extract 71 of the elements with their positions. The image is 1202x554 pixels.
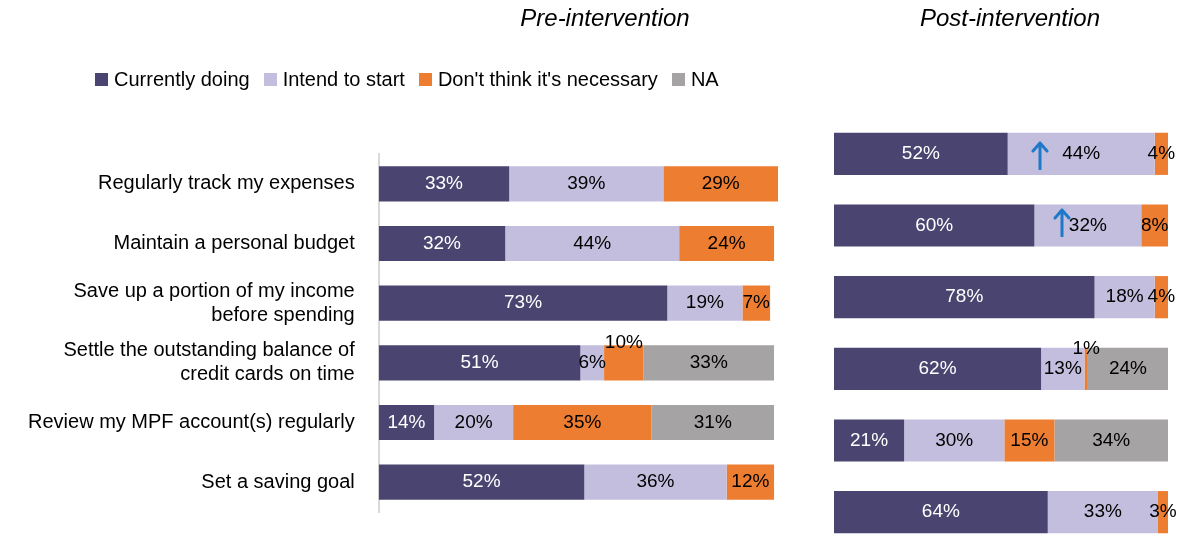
data-label: 7% [742, 291, 771, 313]
legend-label: Intend to start [281, 68, 405, 91]
y-tick-label: Settle the outstanding balance of credit cards on time [63, 338, 356, 385]
data-label: 1% [1072, 337, 1100, 359]
data-label: 34% [1092, 428, 1131, 450]
data-label: 51% [460, 351, 499, 373]
chart-title: Pre-intervention [519, 4, 691, 32]
data-label: 15% [1010, 428, 1049, 450]
chart-title: Post-intervention [918, 4, 1102, 32]
data-label: 19% [685, 291, 724, 313]
bar [1034, 204, 1142, 247]
bar [509, 166, 664, 202]
data-label: 44% [573, 231, 612, 253]
data-label: 31% [693, 410, 732, 432]
legend-label: Don't think it's necessary [436, 68, 658, 91]
data-label: 30% [935, 428, 974, 450]
bar [834, 491, 1048, 534]
y-tick-label: Review my MPF account(s) regularly [28, 410, 355, 433]
bar [643, 345, 775, 381]
bar [834, 419, 905, 462]
data-label: 52% [901, 142, 940, 164]
bar [834, 347, 1042, 390]
y-tick-label: Set a saving goal [201, 469, 355, 492]
data-label: 24% [707, 231, 746, 253]
legend-label: Currently doing [113, 68, 250, 91]
data-label: 73% [504, 291, 543, 313]
bar [904, 419, 1005, 462]
data-label: 39% [567, 172, 606, 194]
data-label: 13% [1043, 357, 1082, 379]
bar [834, 276, 1095, 319]
bar [834, 204, 1035, 247]
data-label: 29% [701, 172, 740, 194]
data-label: 64% [921, 500, 960, 522]
data-label: 62% [918, 357, 957, 379]
bar [378, 166, 510, 202]
data-label: 21% [850, 428, 889, 450]
data-label: 14% [387, 410, 426, 432]
bar [378, 464, 585, 500]
bar [584, 464, 727, 500]
data-label: 44% [1062, 142, 1101, 164]
data-label: 32% [1068, 213, 1107, 235]
bar [834, 132, 1008, 175]
data-label: 35% [563, 410, 602, 432]
data-label: 18% [1105, 285, 1144, 307]
y-tick-label: Regularly track my expenses [97, 171, 355, 194]
data-label: 20% [454, 410, 493, 432]
data-label: 33% [1083, 500, 1122, 522]
data-label: 33% [424, 172, 464, 194]
data-label: 24% [1108, 357, 1148, 379]
bar [1054, 419, 1168, 462]
data-label: 52% [462, 470, 501, 492]
bar [1004, 419, 1055, 462]
bar [434, 404, 514, 441]
bar [378, 345, 581, 381]
data-label: 32% [422, 231, 462, 253]
bar [663, 166, 778, 202]
data-label: 33% [689, 351, 728, 373]
bar [378, 285, 668, 321]
y-tick-label: Maintain a personal budget [113, 231, 356, 254]
bar [679, 225, 775, 262]
legend-label: NA [689, 68, 719, 91]
y-tick-label: Save up a portion of my income before spending [73, 278, 355, 325]
data-label: 60% [915, 213, 954, 235]
data-label: 78% [945, 285, 984, 307]
data-label: 12% [731, 470, 770, 492]
bar [505, 225, 680, 262]
bar [651, 404, 775, 441]
bar [378, 225, 506, 262]
data-label: 36% [636, 470, 675, 492]
bar [513, 404, 652, 441]
data-label: 8% [1140, 213, 1169, 235]
